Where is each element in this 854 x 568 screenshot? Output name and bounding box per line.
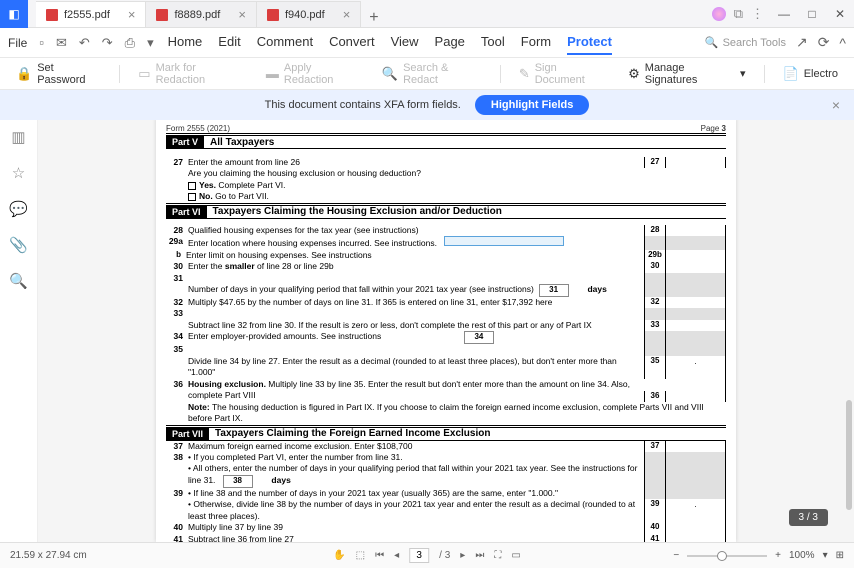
tab-home[interactable]: Home <box>168 30 203 55</box>
part-label: Part V <box>166 136 204 148</box>
search-label: Search Tools <box>723 37 786 49</box>
next-page-icon[interactable]: ▸ <box>460 550 465 561</box>
tab-inactive[interactable]: f940.pdf × <box>257 1 361 27</box>
tab-page[interactable]: Page <box>435 30 465 55</box>
document-viewport[interactable]: Form 2555 (2021) Page 3 Part V All Taxpa… <box>38 120 854 542</box>
form-title: Form 2555 (2021) <box>166 124 230 133</box>
search-redact-button[interactable]: 🔍Search & Redact <box>374 59 490 89</box>
tab-view[interactable]: View <box>391 30 419 55</box>
save-icon[interactable]: ▫ <box>39 35 44 50</box>
minimize-button[interactable]: — <box>770 0 798 28</box>
tab-convert[interactable]: Convert <box>329 30 375 55</box>
part-title: All Taxpayers <box>210 137 274 148</box>
prev-page-icon[interactable]: ◂ <box>394 550 399 561</box>
tab-form[interactable]: Form <box>521 30 551 55</box>
sign-document-button[interactable]: ✎Sign Document <box>511 59 614 89</box>
set-password-button[interactable]: 🔒Set Password <box>8 59 109 89</box>
tab-active[interactable]: f2555.pdf × <box>36 1 146 27</box>
infobar-text: This document contains XFA form fields. <box>265 99 461 111</box>
pdf-page: Form 2555 (2021) Page 3 Part V All Taxpa… <box>156 120 736 542</box>
pdf-icon <box>156 9 168 21</box>
pdf-icon <box>267 9 279 21</box>
cloud-icon[interactable]: ⟳ <box>818 34 830 51</box>
checkbox[interactable] <box>188 193 196 201</box>
tab-comment[interactable]: Comment <box>257 30 313 55</box>
tab-label: f940.pdf <box>285 9 325 21</box>
external-icon[interactable]: ⧉ <box>734 6 743 22</box>
bookmark-icon[interactable]: ☆ <box>12 164 25 182</box>
hand-tool-icon[interactable]: ✋ <box>333 550 345 561</box>
apply-redaction-button[interactable]: ▬Apply Redaction <box>258 59 368 89</box>
zoom-in-icon[interactable]: + <box>775 550 781 561</box>
file-menu[interactable]: File <box>8 36 27 50</box>
manage-signatures-button[interactable]: ⚙Manage Signatures ▾ <box>620 59 753 89</box>
zoom-value: 100% <box>789 550 815 561</box>
tab-protect[interactable]: Protect <box>567 30 612 55</box>
comment-icon[interactable]: 💬 <box>9 200 28 218</box>
ribbon-tabs: Home Edit Comment Convert View Page Tool… <box>168 30 612 55</box>
mark-redaction-button[interactable]: ▭Mark for Redaction <box>130 59 252 89</box>
print-icon[interactable]: ⎙ <box>125 35 135 51</box>
redo-icon[interactable]: ↷ <box>102 35 113 51</box>
app-logo: ◧ <box>0 0 28 28</box>
electronic-button[interactable]: 📄Electro <box>775 63 846 85</box>
select-tool-icon[interactable]: ⬚ <box>356 550 365 561</box>
close-button[interactable]: ✕ <box>826 0 854 28</box>
cert-icon: 📄 <box>783 66 799 82</box>
close-icon[interactable]: × <box>343 7 351 22</box>
ai-orb-icon[interactable] <box>712 7 726 21</box>
lock-icon: 🔒 <box>16 66 32 82</box>
search-icon[interactable]: 🔍 <box>9 272 28 290</box>
page-number: 3 <box>722 124 726 133</box>
attachment-icon[interactable]: 📎 <box>9 236 28 254</box>
tab-bar: f2555.pdf × f8889.pdf × f940.pdf × + <box>36 0 712 27</box>
pdf-icon <box>46 9 58 21</box>
page-dimensions: 21.59 x 27.94 cm <box>10 550 87 561</box>
part-label: Part VI <box>166 206 207 218</box>
page-indicator: 3 / 3 <box>789 509 828 526</box>
page-input[interactable] <box>409 548 429 563</box>
apply-icon: ▬ <box>266 66 279 81</box>
more-icon[interactable]: ⋮ <box>751 6 764 22</box>
close-icon[interactable]: × <box>128 7 136 22</box>
sign-icon: ✎ <box>519 66 530 82</box>
new-tab-button[interactable]: + <box>361 9 386 27</box>
tab-inactive[interactable]: f8889.pdf × <box>146 1 256 27</box>
close-icon[interactable]: × <box>238 7 246 22</box>
search-redact-icon: 🔍 <box>382 66 398 82</box>
collapse-icon[interactable]: ^ <box>839 35 846 51</box>
search-icon: 🔍 <box>705 36 719 49</box>
last-page-icon[interactable]: ⏭ <box>475 550 484 561</box>
thumbnails-icon[interactable]: ▥ <box>11 128 25 146</box>
tab-tool[interactable]: Tool <box>481 30 505 55</box>
fullscreen-icon[interactable]: ⊞ <box>836 550 844 561</box>
tab-label: f2555.pdf <box>64 9 110 21</box>
chevron-down-icon: ▾ <box>740 67 746 80</box>
gear-icon: ⚙ <box>628 66 640 82</box>
zoom-dropdown-icon[interactable]: ▾ <box>823 550 828 561</box>
tab-label: f8889.pdf <box>174 9 220 21</box>
fit-icon[interactable]: ⛶ <box>494 550 501 561</box>
fit-width-icon[interactable]: ▭ <box>511 550 520 561</box>
first-page-icon[interactable]: ⏮ <box>375 550 384 561</box>
part-label: Part VII <box>166 428 209 440</box>
redact-icon: ▭ <box>138 66 150 82</box>
undo-icon[interactable]: ↶ <box>79 35 90 51</box>
form-field[interactable] <box>444 236 564 246</box>
part-title: Taxpayers Claiming the Housing Exclusion… <box>213 206 502 217</box>
zoom-out-icon[interactable]: − <box>673 550 679 561</box>
share-icon[interactable]: ↗ <box>796 34 808 51</box>
tab-edit[interactable]: Edit <box>218 30 240 55</box>
search-tools[interactable]: 🔍 Search Tools <box>705 36 786 49</box>
scrollbar[interactable] <box>846 400 852 510</box>
maximize-button[interactable]: □ <box>798 0 826 28</box>
close-icon[interactable]: × <box>832 97 840 113</box>
mail-icon[interactable]: ✉ <box>56 35 67 51</box>
highlight-fields-button[interactable]: Highlight Fields <box>475 95 590 115</box>
page-total: / 3 <box>439 550 450 561</box>
marker-icon[interactable]: ▾ <box>147 35 154 51</box>
zoom-slider[interactable] <box>687 555 767 557</box>
checkbox[interactable] <box>188 182 196 190</box>
part-title: Taxpayers Claiming the Foreign Earned In… <box>215 428 490 439</box>
